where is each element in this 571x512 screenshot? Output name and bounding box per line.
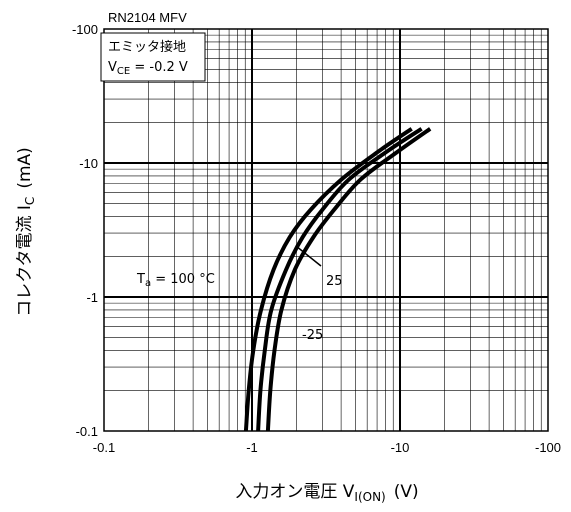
condition-line1: エミッタ接地	[108, 39, 186, 55]
condition-box-frame	[100, 32, 206, 82]
label-25-leader	[295, 245, 322, 267]
plot-frame	[103, 28, 549, 432]
x-axis-label-main: 入力オン電圧 V	[235, 482, 354, 502]
major-grid	[104, 29, 548, 431]
series-label-100-main: T	[136, 272, 145, 287]
condition-box: エミッタ接地 VCE = -0.2 V	[100, 32, 206, 82]
condition-line2: VCE = -0.2 V	[108, 60, 188, 77]
series-label-m25: -25	[302, 328, 323, 343]
series-label-100: Ta = 100 °C	[136, 272, 215, 289]
x-tick-label: -100	[535, 440, 561, 455]
y-tick-label: -100	[72, 22, 98, 37]
y-tick-labels: -100 -10 -1 -0.1	[72, 22, 98, 439]
series-curve-0	[243, 127, 413, 432]
x-axis-label: 入力オン電圧 VI(ON) (V)	[235, 482, 418, 504]
y-tick-label: -1	[86, 290, 98, 305]
x-tick-labels: -0.1 -1 -10 -100	[93, 440, 561, 455]
series-label-100-sub: a	[145, 278, 151, 289]
series-curve-1	[256, 127, 423, 432]
x-axis-label-unit: (V)	[394, 482, 419, 502]
y-axis-label-unit: (mA)	[15, 147, 35, 188]
x-axis-label-sub: I(ON)	[354, 490, 385, 504]
y-axis-label: コレクタ電流 IC (mA)	[15, 147, 37, 317]
y-tick-label: -10	[79, 156, 98, 171]
y-axis-label-sub: C	[23, 197, 37, 205]
y-axis-label-main: コレクタ電流 I	[15, 205, 35, 317]
condition-line2-sub: CE	[117, 66, 130, 77]
x-tick-label: -1	[246, 440, 258, 455]
condition-line2-rest: = -0.2 V	[130, 60, 188, 75]
chart-title: RN2104 MFV	[108, 10, 187, 25]
minor-grid	[104, 29, 548, 431]
y-tick-label: -0.1	[76, 424, 98, 439]
x-tick-label: -10	[391, 440, 410, 455]
condition-line2-main: V	[108, 60, 117, 75]
series-label-25: 25	[326, 274, 343, 289]
series-label-100-rest: = 100 °C	[151, 272, 215, 287]
x-tick-label: -0.1	[93, 440, 115, 455]
